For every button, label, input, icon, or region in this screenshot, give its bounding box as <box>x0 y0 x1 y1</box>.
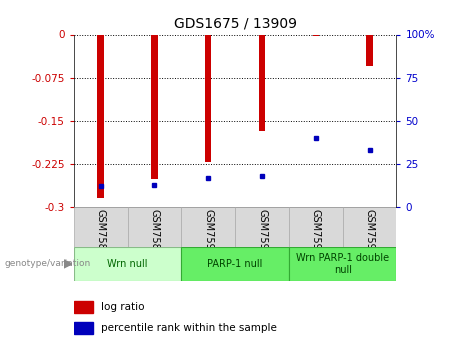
Text: PARP-1 null: PARP-1 null <box>207 259 263 269</box>
Bar <box>259 34 265 131</box>
Bar <box>74 322 93 334</box>
Bar <box>289 247 396 281</box>
Bar <box>313 34 319 36</box>
Bar <box>128 207 181 247</box>
Text: GSM75987: GSM75987 <box>365 209 375 262</box>
Text: GSM75985: GSM75985 <box>257 209 267 262</box>
Text: genotype/variation: genotype/variation <box>5 259 91 268</box>
Text: Wrn null: Wrn null <box>107 259 148 269</box>
Text: GSM75885: GSM75885 <box>95 209 106 262</box>
Bar <box>343 207 396 247</box>
Text: GSM75886: GSM75886 <box>149 209 160 262</box>
Bar <box>74 247 181 281</box>
Text: percentile rank within the sample: percentile rank within the sample <box>101 323 278 333</box>
Bar <box>205 34 212 162</box>
Bar <box>74 301 93 313</box>
Text: Wrn PARP-1 double
null: Wrn PARP-1 double null <box>296 253 389 275</box>
Polygon shape <box>64 260 72 268</box>
Text: log ratio: log ratio <box>101 302 145 312</box>
Bar <box>74 207 128 247</box>
Bar <box>151 34 158 179</box>
Title: GDS1675 / 13909: GDS1675 / 13909 <box>174 17 296 31</box>
Bar <box>97 34 104 198</box>
Text: GSM75986: GSM75986 <box>311 209 321 262</box>
Bar <box>366 34 373 66</box>
Bar <box>181 207 235 247</box>
Text: GSM75931: GSM75931 <box>203 209 213 262</box>
Bar <box>289 207 343 247</box>
Bar <box>235 207 289 247</box>
Bar <box>181 247 289 281</box>
